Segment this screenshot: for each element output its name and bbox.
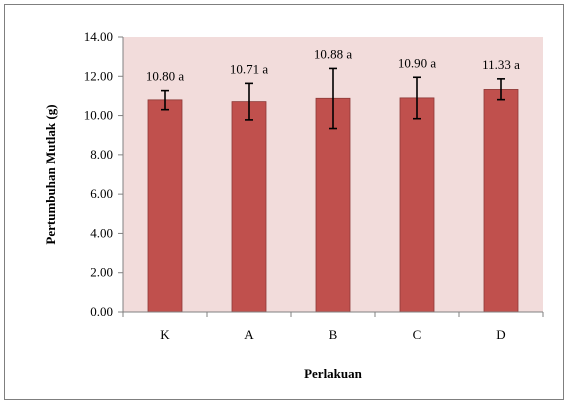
- data-label-d: 11.33 a: [482, 57, 520, 72]
- y-tick-label: 0.00: [90, 304, 113, 319]
- x-tick-label-b: B: [329, 327, 338, 342]
- x-tick-label-c: C: [413, 327, 422, 342]
- y-tick-label: 4.00: [90, 225, 113, 240]
- bar-a: [232, 102, 266, 312]
- y-axis-title: Pertumbuhan Mutlak (g): [43, 104, 58, 244]
- x-tick-label-a: A: [244, 327, 254, 342]
- y-tick-label: 6.00: [90, 186, 113, 201]
- y-tick-label: 8.00: [90, 147, 113, 162]
- y-tick-label: 10.00: [84, 108, 113, 123]
- bar-b: [316, 98, 350, 312]
- data-label-c: 10.90 a: [398, 55, 437, 70]
- x-tick-label-k: K: [160, 327, 170, 342]
- bar-k: [148, 100, 182, 312]
- data-label-a: 10.71 a: [230, 61, 269, 76]
- bar-d: [484, 89, 518, 312]
- y-tick-label: 2.00: [90, 265, 113, 280]
- x-axis-title: Perlakuan: [304, 366, 363, 381]
- data-label-k: 10.80 a: [146, 69, 185, 84]
- y-tick-label: 14.00: [84, 29, 113, 44]
- bar-c: [400, 98, 434, 312]
- x-tick-label-d: D: [496, 327, 505, 342]
- data-label-b: 10.88 a: [314, 46, 353, 61]
- y-tick-label: 12.00: [84, 68, 113, 83]
